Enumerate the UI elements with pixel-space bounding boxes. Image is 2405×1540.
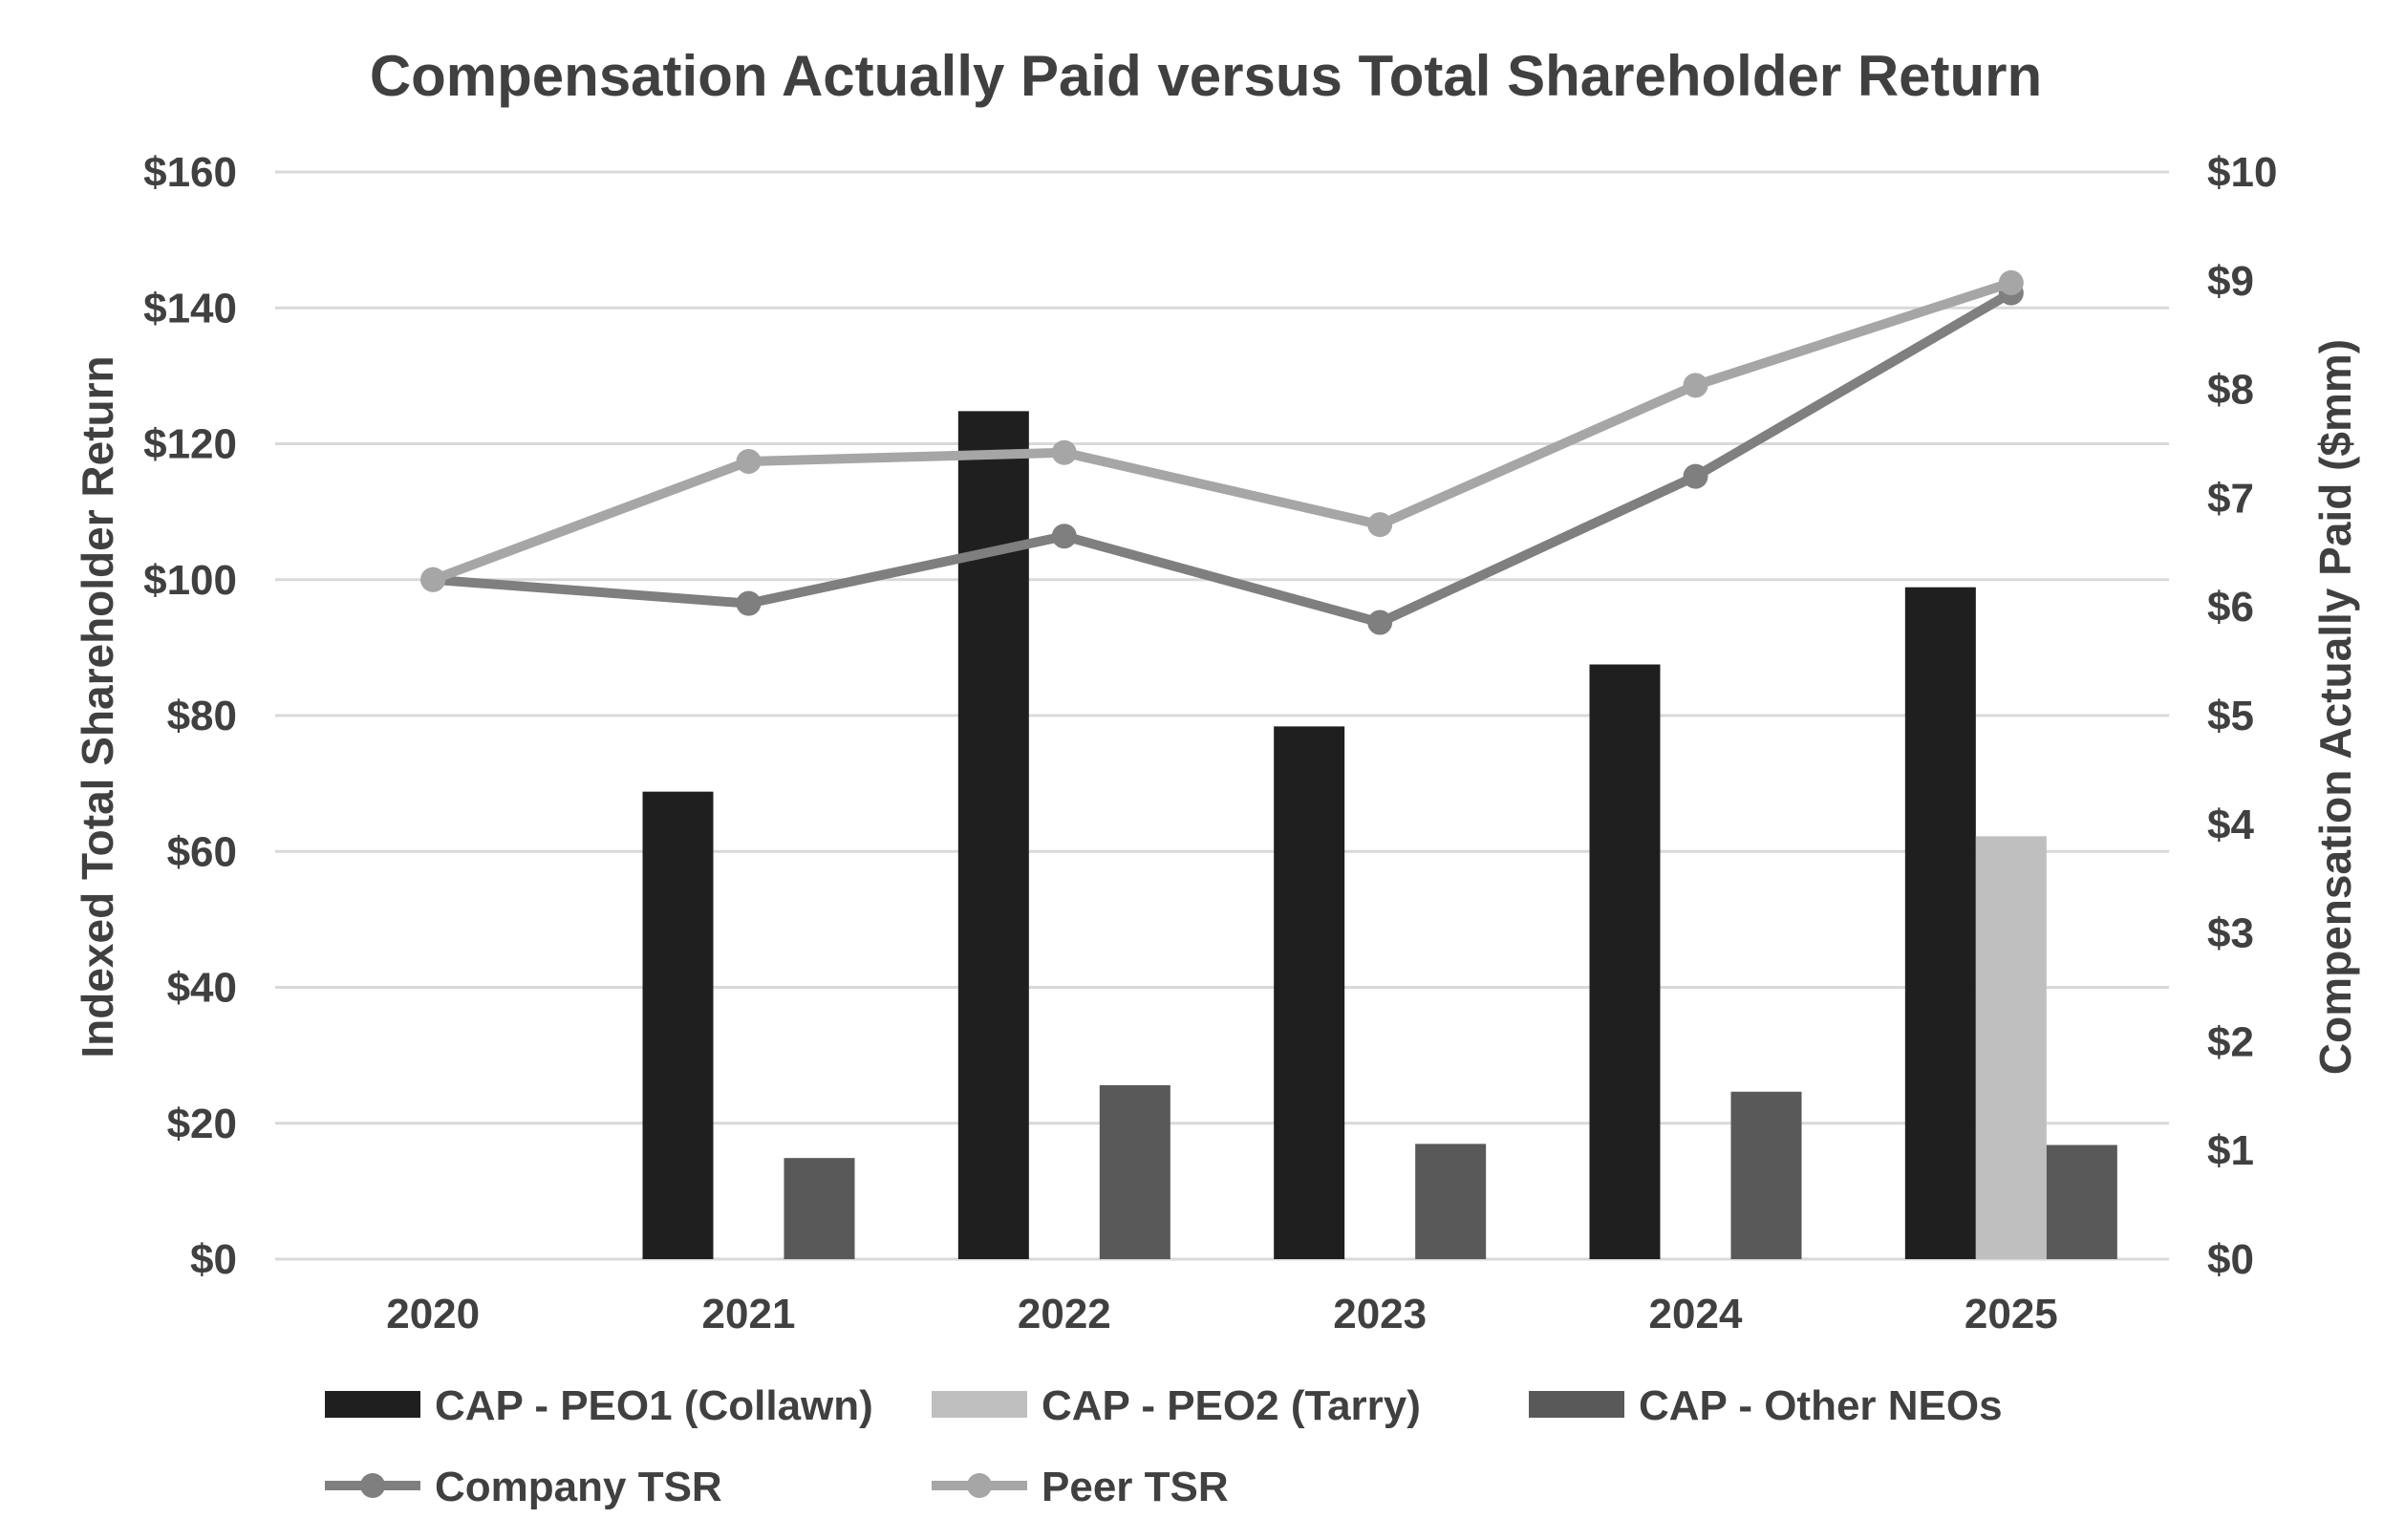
- legend-label: CAP - PEO1 (Collawn): [435, 1382, 873, 1429]
- y2-tick-label: $8: [2207, 367, 2254, 414]
- y-tick-label: $60: [167, 828, 237, 875]
- legend-label: CAP - PEO2 (Tarry): [1041, 1382, 1421, 1429]
- legend-label: CAP - Other NEOs: [1639, 1382, 2003, 1429]
- y-tick-label: $0: [190, 1236, 237, 1283]
- tick-labels: $0 $20 $40 $60 $80 $100 $120 $140 $160 $0 $1 $2 $3 $4…: [143, 149, 2277, 1337]
- legend-marker: [360, 1473, 385, 1498]
- bar: [1589, 664, 1661, 1259]
- bar: [1975, 836, 2047, 1259]
- legend-swatch: [932, 1391, 1027, 1418]
- series-line: [432, 289, 2014, 628]
- legend: CAP - PEO1 (Collawn) CAP - PEO2 (Tarry) CA…: [325, 1382, 2003, 1510]
- series-line: [431, 278, 2013, 585]
- bar: [1415, 1144, 1487, 1259]
- y-axis-title: Indexed Total Shareholder Return: [73, 355, 122, 1058]
- bar: [1730, 1091, 1802, 1259]
- line-layer: [420, 269, 2024, 635]
- x-tick-label: 2021: [702, 1291, 796, 1337]
- y-tick-label: $40: [167, 965, 237, 1012]
- data-point: [1683, 463, 1708, 489]
- y2-tick-label: $6: [2207, 584, 2254, 631]
- bar: [2046, 1144, 2117, 1259]
- y2-axis-title: Compensation Actually Paid ($mm): [2310, 339, 2360, 1075]
- data-point: [1998, 269, 2024, 295]
- data-point: [1051, 439, 1077, 465]
- y-tick-label: $140: [143, 285, 237, 332]
- y2-tick-label: $3: [2207, 910, 2254, 957]
- x-tick-label: 2020: [386, 1291, 480, 1337]
- y2-tick-label: $9: [2207, 258, 2254, 305]
- y-tick-label: $20: [167, 1101, 237, 1147]
- y-tick-label: $120: [143, 421, 237, 468]
- bar: [1274, 726, 1345, 1259]
- data-point: [736, 590, 762, 616]
- y-tick-label: $160: [143, 149, 237, 196]
- bar: [642, 791, 714, 1259]
- y-tick-label: $80: [167, 693, 237, 739]
- data-point: [1051, 524, 1077, 549]
- x-tick-label: 2023: [1333, 1291, 1427, 1337]
- legend-label: Peer TSR: [1041, 1464, 1229, 1510]
- legend-swatch: [325, 1391, 420, 1418]
- bar: [1904, 587, 1976, 1259]
- gridlines: [275, 170, 2169, 1261]
- bar-layer: [642, 411, 2117, 1259]
- data-point: [1683, 373, 1708, 398]
- bar: [784, 1158, 855, 1259]
- data-point: [420, 567, 446, 592]
- chart-title: Compensation Actually Paid versus Total …: [370, 44, 2042, 108]
- data-point: [1367, 610, 1393, 635]
- data-point: [736, 448, 762, 474]
- y2-tick-label: $2: [2207, 1018, 2254, 1065]
- legend-label: Company TSR: [435, 1464, 722, 1510]
- y2-tick-label: $4: [2207, 802, 2254, 848]
- y2-tick-label: $10: [2207, 149, 2277, 196]
- y2-tick-label: $5: [2207, 693, 2254, 739]
- bar: [1099, 1084, 1170, 1259]
- x-tick-label: 2024: [1649, 1291, 1743, 1337]
- legend-swatch: [1529, 1391, 1624, 1418]
- legend-marker: [967, 1473, 992, 1498]
- x-tick-label: 2022: [1018, 1291, 1111, 1337]
- y2-tick-label: $7: [2207, 475, 2254, 522]
- bar: [957, 411, 1029, 1259]
- data-point: [1367, 512, 1393, 538]
- y-tick-label: $100: [143, 557, 237, 604]
- y2-tick-label: $1: [2207, 1127, 2254, 1174]
- y2-tick-label: $0: [2207, 1236, 2254, 1283]
- x-tick-label: 2025: [1965, 1291, 2058, 1337]
